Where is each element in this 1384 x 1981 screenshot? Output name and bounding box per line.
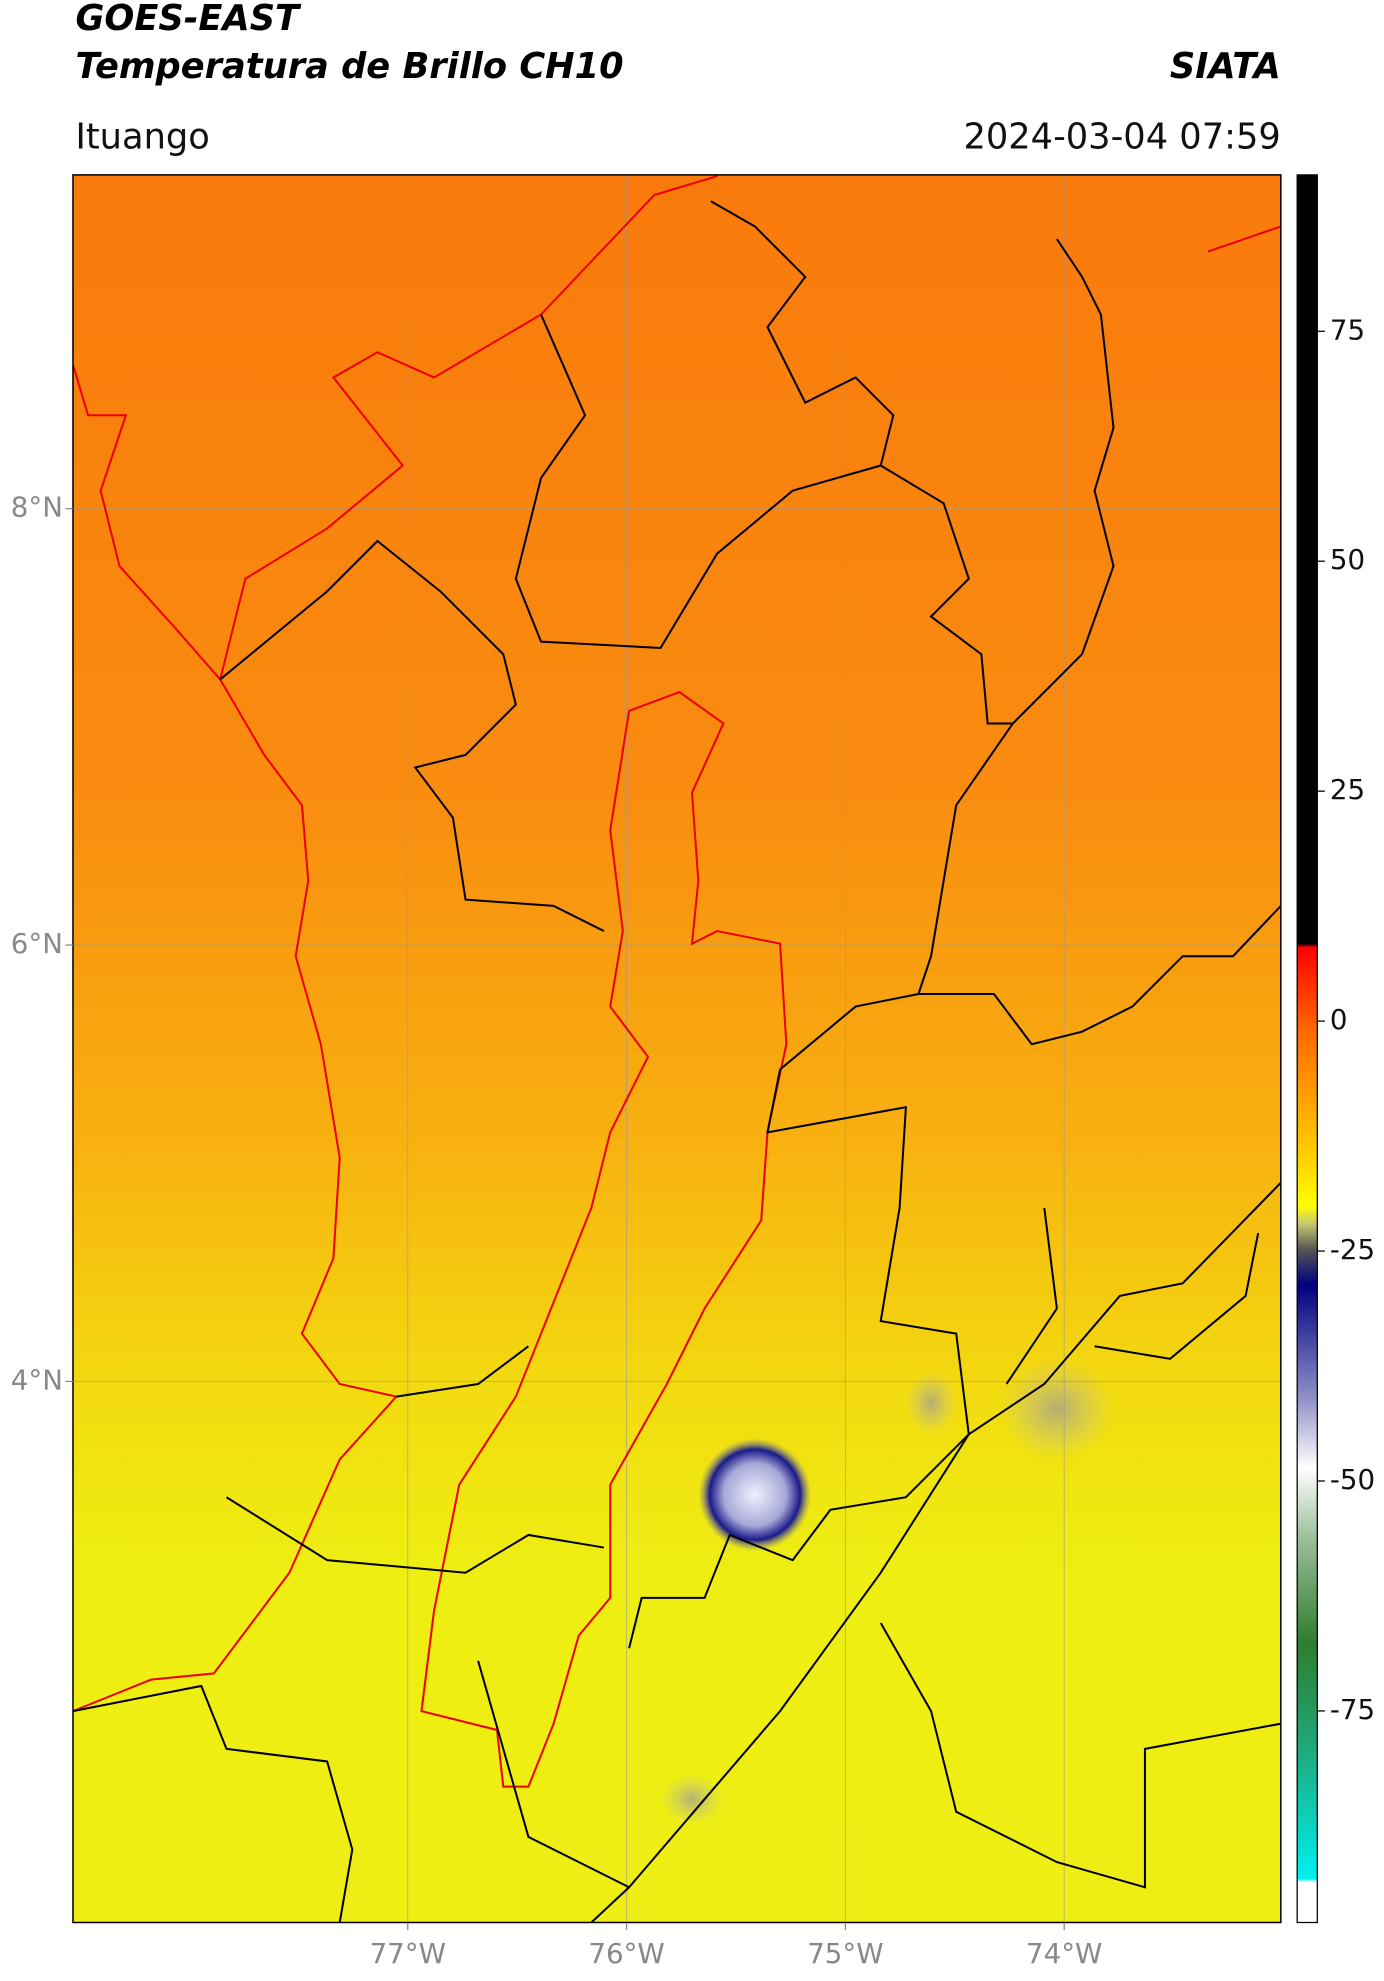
subtitle: Temperatura de Brillo CH10	[75, 46, 623, 87]
map-frame	[72, 174, 1282, 1924]
x-tick-label: 75°W	[807, 1937, 883, 1970]
x-tick-label: 74°W	[1026, 1937, 1102, 1970]
colorbar	[1296, 174, 1318, 1924]
colorbar-tick-label: 0	[1330, 1003, 1348, 1036]
timestamp: 2024-03-04 07:59	[963, 116, 1280, 157]
border	[590, 1069, 1281, 1923]
border	[219, 200, 895, 932]
location: Ituango	[75, 116, 209, 157]
colorbar-tick-label: -50	[1330, 1463, 1375, 1496]
map-axes: 77°W 76°W 75°W 74°W 4°N 6°N 8°N	[11, 491, 1103, 1971]
title: GOES-EAST	[75, 0, 302, 39]
border	[72, 1345, 1281, 1923]
y-tick-label: 4°N	[11, 1363, 63, 1396]
colorbar-tick-label: 25	[1330, 773, 1365, 806]
y-tick-label: 8°N	[11, 491, 63, 524]
region-boundary	[420, 690, 788, 1788]
colorbar-tick-label: 50	[1330, 543, 1365, 576]
grid	[72, 174, 1281, 1923]
source: SIATA	[1170, 46, 1281, 87]
colorbar-tick-label: -75	[1330, 1693, 1375, 1726]
cloud-patch	[660, 1774, 724, 1825]
coastline	[72, 225, 1281, 681]
y-tick-label: 6°N	[11, 927, 63, 960]
colorbar-ticks: -75 -50 -25 0 25 50 75	[1317, 313, 1375, 1726]
border	[779, 238, 1281, 1071]
cloud-patch	[1000, 1358, 1114, 1460]
cloud-core	[698, 1438, 812, 1552]
coastline	[72, 175, 718, 1713]
x-tick-label: 77°W	[370, 1937, 446, 1970]
cloud-patch	[905, 1371, 957, 1435]
colorbar-tick-label: -25	[1330, 1233, 1375, 1266]
map	[72, 174, 1281, 1923]
x-tick-label: 76°W	[588, 1937, 664, 1970]
map-background	[72, 174, 1281, 1923]
colorbar-tick-label: 75	[1330, 313, 1365, 346]
